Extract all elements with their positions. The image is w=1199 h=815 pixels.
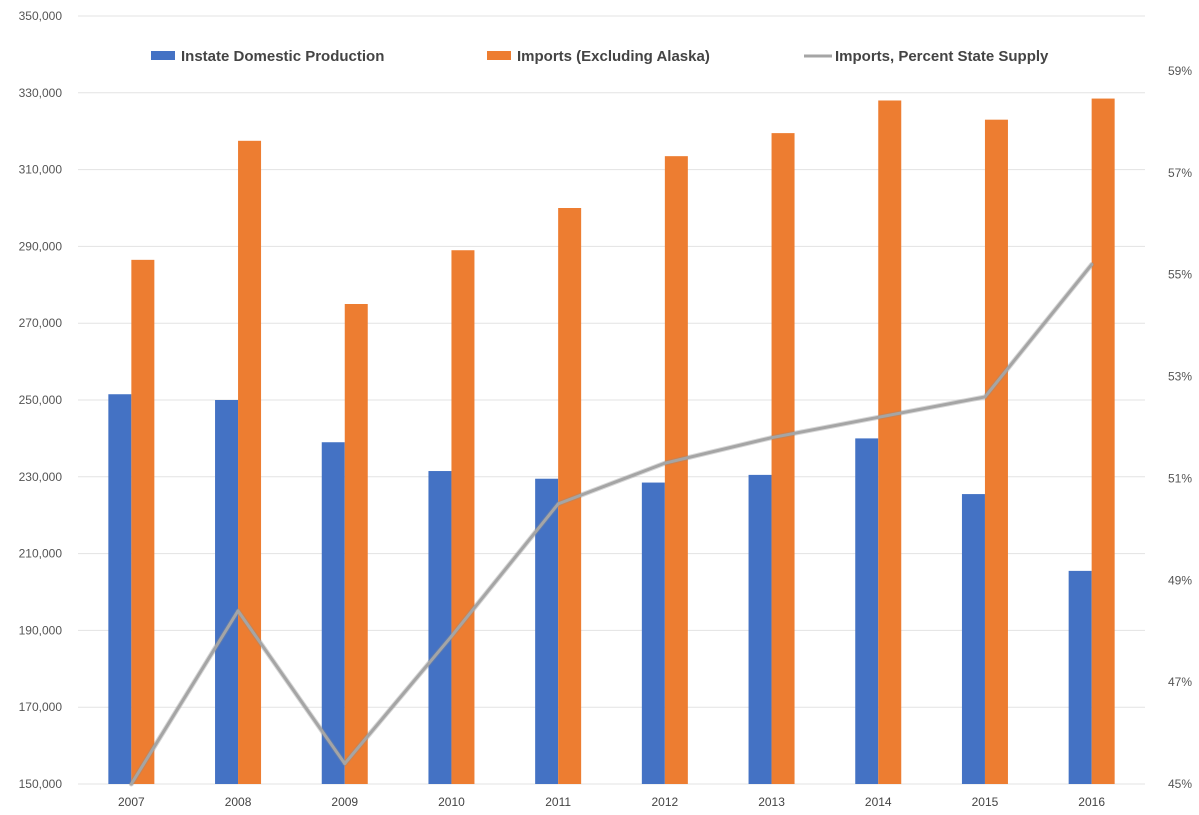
x-axis: 2007 2008 2009 2010 2011 2012 2013 2014 2015 2016 [118, 795, 1105, 809]
x-tick-label: 2011 [545, 795, 571, 809]
bar-domestic-2013 [748, 474, 772, 784]
percent-point-2014 [876, 415, 880, 419]
y-right-tick-label: 57% [1168, 166, 1192, 180]
bar-domestic-2015 [961, 494, 985, 784]
bar-imports-2015 [984, 119, 1008, 785]
percent-point-2016 [1090, 263, 1094, 267]
x-tick-label: 2009 [331, 795, 358, 809]
bar-imports-2011 [558, 208, 582, 784]
y-right-tick-label: 59% [1168, 64, 1192, 78]
bar-domestic-2014 [855, 438, 879, 784]
bar-imports-2008 [238, 140, 262, 785]
percent-point-2007 [129, 782, 133, 786]
bar-domestic-2012 [641, 482, 665, 784]
bar-imports-2007 [131, 259, 155, 785]
legend-label-domestic: Instate Domestic Production [181, 48, 384, 65]
legend-swatch-domestic [151, 51, 175, 60]
legend-label-percent: Imports, Percent State Supply [835, 48, 1049, 65]
percent-point-2010 [449, 634, 453, 638]
bar-imports-2009 [344, 304, 368, 784]
y-left-tick-label: 210,000 [19, 547, 63, 561]
y-right-tick-label: 53% [1168, 370, 1192, 384]
y-left-tick-label: 230,000 [19, 470, 63, 484]
y-left-tick-label: 350,000 [19, 9, 63, 23]
legend-swatch-imports [487, 51, 511, 60]
bar-domestic-2016 [1068, 570, 1092, 784]
x-tick-label: 2012 [651, 795, 678, 809]
y-right-tick-label: 49% [1168, 573, 1192, 587]
x-tick-label: 2016 [1078, 795, 1105, 809]
bar-imports-2012 [664, 156, 688, 784]
percent-point-2013 [770, 436, 774, 440]
percent-point-2008 [236, 609, 240, 613]
legend: Instate Domestic Production Imports (Exc… [151, 48, 1049, 65]
y-right-tick-label: 51% [1168, 471, 1192, 485]
bar-domestic-2008 [215, 400, 239, 784]
right-axis: 45% 47% 49% 51% 53% 55% 57% 59% [1168, 64, 1192, 791]
percent-line-shadow [128, 262, 1095, 787]
bar-imports-2016 [1091, 98, 1115, 784]
bar-imports-2014 [878, 100, 902, 785]
bar-domestic-2011 [535, 478, 559, 784]
bar-imports-2010 [451, 250, 475, 785]
percent-point-2015 [983, 395, 987, 399]
percent-line [128, 262, 1095, 787]
legend-label-imports: Imports (Excluding Alaska) [517, 48, 710, 65]
percent-point-2011 [556, 502, 560, 506]
x-tick-label: 2008 [225, 795, 252, 809]
y-left-tick-label: 190,000 [19, 623, 63, 637]
x-tick-label: 2007 [118, 795, 145, 809]
left-axis: 150,000 170,000 190,000 210,000 230,000 250,0… [19, 9, 63, 791]
y-right-tick-label: 45% [1168, 777, 1192, 791]
x-tick-label: 2014 [865, 795, 892, 809]
bar-imports-2013 [771, 133, 795, 784]
percent-point-2009 [343, 762, 347, 766]
y-left-tick-label: 330,000 [19, 86, 63, 100]
y-left-tick-label: 290,000 [19, 239, 63, 253]
percent-line-path [129, 263, 1094, 786]
x-tick-label: 2015 [972, 795, 999, 809]
x-tick-label: 2013 [758, 795, 785, 809]
y-left-tick-label: 150,000 [19, 777, 63, 791]
bar-domestic-2009 [321, 442, 345, 784]
x-tick-label: 2010 [438, 795, 465, 809]
y-right-tick-label: 55% [1168, 268, 1192, 282]
bar-domestic-2010 [428, 471, 452, 784]
percent-point-2012 [663, 461, 667, 465]
bars [108, 98, 1115, 785]
y-left-tick-label: 310,000 [19, 163, 63, 177]
y-right-tick-label: 47% [1168, 675, 1192, 689]
bar-domestic-2007 [108, 394, 132, 784]
y-left-tick-label: 250,000 [19, 393, 63, 407]
y-left-tick-label: 270,000 [19, 316, 63, 330]
y-left-tick-label: 170,000 [19, 700, 63, 714]
